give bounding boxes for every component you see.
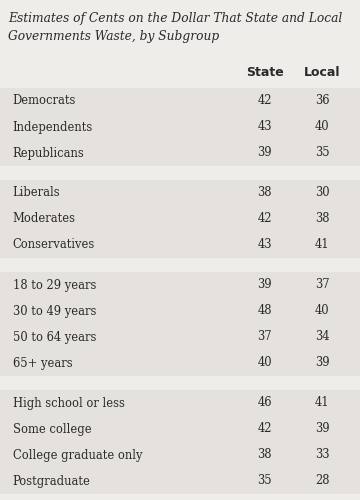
Bar bbox=[0, 232, 360, 258]
Text: 43: 43 bbox=[257, 120, 272, 134]
Text: 37: 37 bbox=[257, 330, 272, 344]
Bar bbox=[0, 206, 360, 232]
Text: Estimates of Cents on the Dollar That State and Local: Estimates of Cents on the Dollar That St… bbox=[8, 12, 342, 25]
Text: State: State bbox=[246, 66, 283, 80]
Bar bbox=[0, 114, 360, 140]
Bar bbox=[0, 272, 360, 298]
Text: 39: 39 bbox=[257, 278, 272, 291]
Text: Moderates: Moderates bbox=[13, 212, 76, 226]
Text: 37: 37 bbox=[315, 278, 329, 291]
Text: 38: 38 bbox=[315, 212, 329, 226]
Text: 40: 40 bbox=[257, 356, 272, 370]
Bar bbox=[0, 140, 360, 166]
Text: Governments Waste, by Subgroup: Governments Waste, by Subgroup bbox=[8, 30, 219, 43]
Text: 30: 30 bbox=[315, 186, 329, 200]
Text: 39: 39 bbox=[315, 422, 329, 436]
Text: Independents: Independents bbox=[13, 120, 93, 134]
Bar bbox=[0, 350, 360, 376]
Bar bbox=[0, 324, 360, 350]
Text: 33: 33 bbox=[315, 448, 329, 462]
Bar bbox=[0, 88, 360, 114]
Text: 50 to 64 years: 50 to 64 years bbox=[13, 330, 96, 344]
Text: 28: 28 bbox=[315, 474, 329, 488]
Text: 41: 41 bbox=[315, 396, 329, 409]
Text: 42: 42 bbox=[257, 422, 272, 436]
Text: College graduate only: College graduate only bbox=[13, 448, 142, 462]
Text: Some college: Some college bbox=[13, 422, 91, 436]
Text: 34: 34 bbox=[315, 330, 329, 344]
Text: 46: 46 bbox=[257, 396, 272, 409]
Text: Liberals: Liberals bbox=[13, 186, 60, 200]
Text: 43: 43 bbox=[257, 238, 272, 252]
Text: 38: 38 bbox=[257, 186, 272, 200]
Text: Local: Local bbox=[304, 66, 341, 80]
Text: 65+ years: 65+ years bbox=[13, 356, 72, 370]
Text: 35: 35 bbox=[257, 474, 272, 488]
Bar bbox=[0, 180, 360, 206]
Text: Republicans: Republicans bbox=[13, 146, 84, 160]
Text: 30 to 49 years: 30 to 49 years bbox=[13, 304, 96, 318]
Text: 41: 41 bbox=[315, 238, 329, 252]
Bar bbox=[0, 298, 360, 324]
Bar bbox=[0, 376, 360, 390]
Text: High school or less: High school or less bbox=[13, 396, 125, 409]
Bar bbox=[0, 390, 360, 416]
Text: 39: 39 bbox=[315, 356, 329, 370]
Text: Democrats: Democrats bbox=[13, 94, 76, 108]
Bar bbox=[0, 258, 360, 272]
Text: 40: 40 bbox=[315, 120, 329, 134]
Text: 35: 35 bbox=[315, 146, 329, 160]
Text: Postgraduate: Postgraduate bbox=[13, 474, 90, 488]
Bar bbox=[0, 416, 360, 442]
Text: 42: 42 bbox=[257, 94, 272, 108]
Bar bbox=[0, 166, 360, 180]
Text: 39: 39 bbox=[257, 146, 272, 160]
Text: 48: 48 bbox=[257, 304, 272, 318]
Bar bbox=[0, 442, 360, 468]
Text: 36: 36 bbox=[315, 94, 329, 108]
Text: 42: 42 bbox=[257, 212, 272, 226]
Text: Conservatives: Conservatives bbox=[13, 238, 95, 252]
Text: 38: 38 bbox=[257, 448, 272, 462]
Text: 40: 40 bbox=[315, 304, 329, 318]
Text: 18 to 29 years: 18 to 29 years bbox=[13, 278, 96, 291]
Bar bbox=[0, 468, 360, 494]
